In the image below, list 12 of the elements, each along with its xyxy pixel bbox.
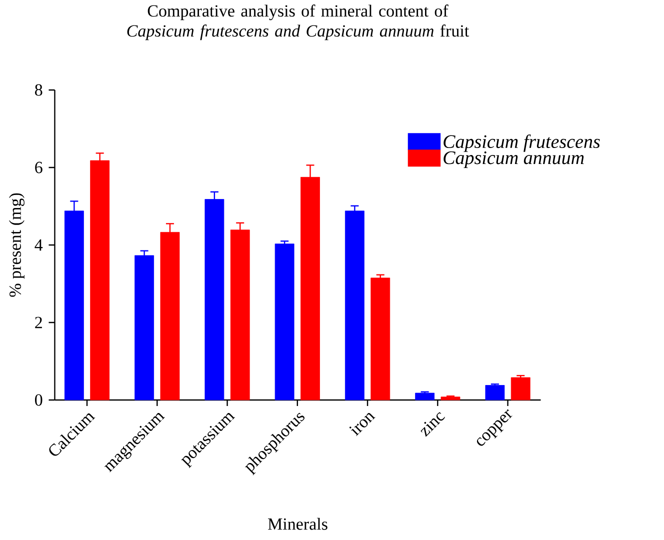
y-axis-title: % present (mg) xyxy=(9,193,24,297)
x-tick-label: iron xyxy=(349,413,376,436)
legend-label: Capsicum frutescens xyxy=(444,134,600,152)
legend-label: Capsicum annuum xyxy=(444,151,584,168)
y-tick-label: 2 xyxy=(35,316,42,328)
y-tick-label: 0 xyxy=(35,394,42,406)
x-tick-label: zinc xyxy=(420,412,445,437)
y-tick-label: 4 xyxy=(34,239,43,251)
x-axis-title: Minerals xyxy=(268,518,328,530)
y-tick-label: 6 xyxy=(35,162,42,174)
y-tick-label: 8 xyxy=(35,84,42,96)
chart-title: Comparative analysis of mineral content of Capsicum frutescens and Capsicum annuum fruit xyxy=(127,4,470,40)
